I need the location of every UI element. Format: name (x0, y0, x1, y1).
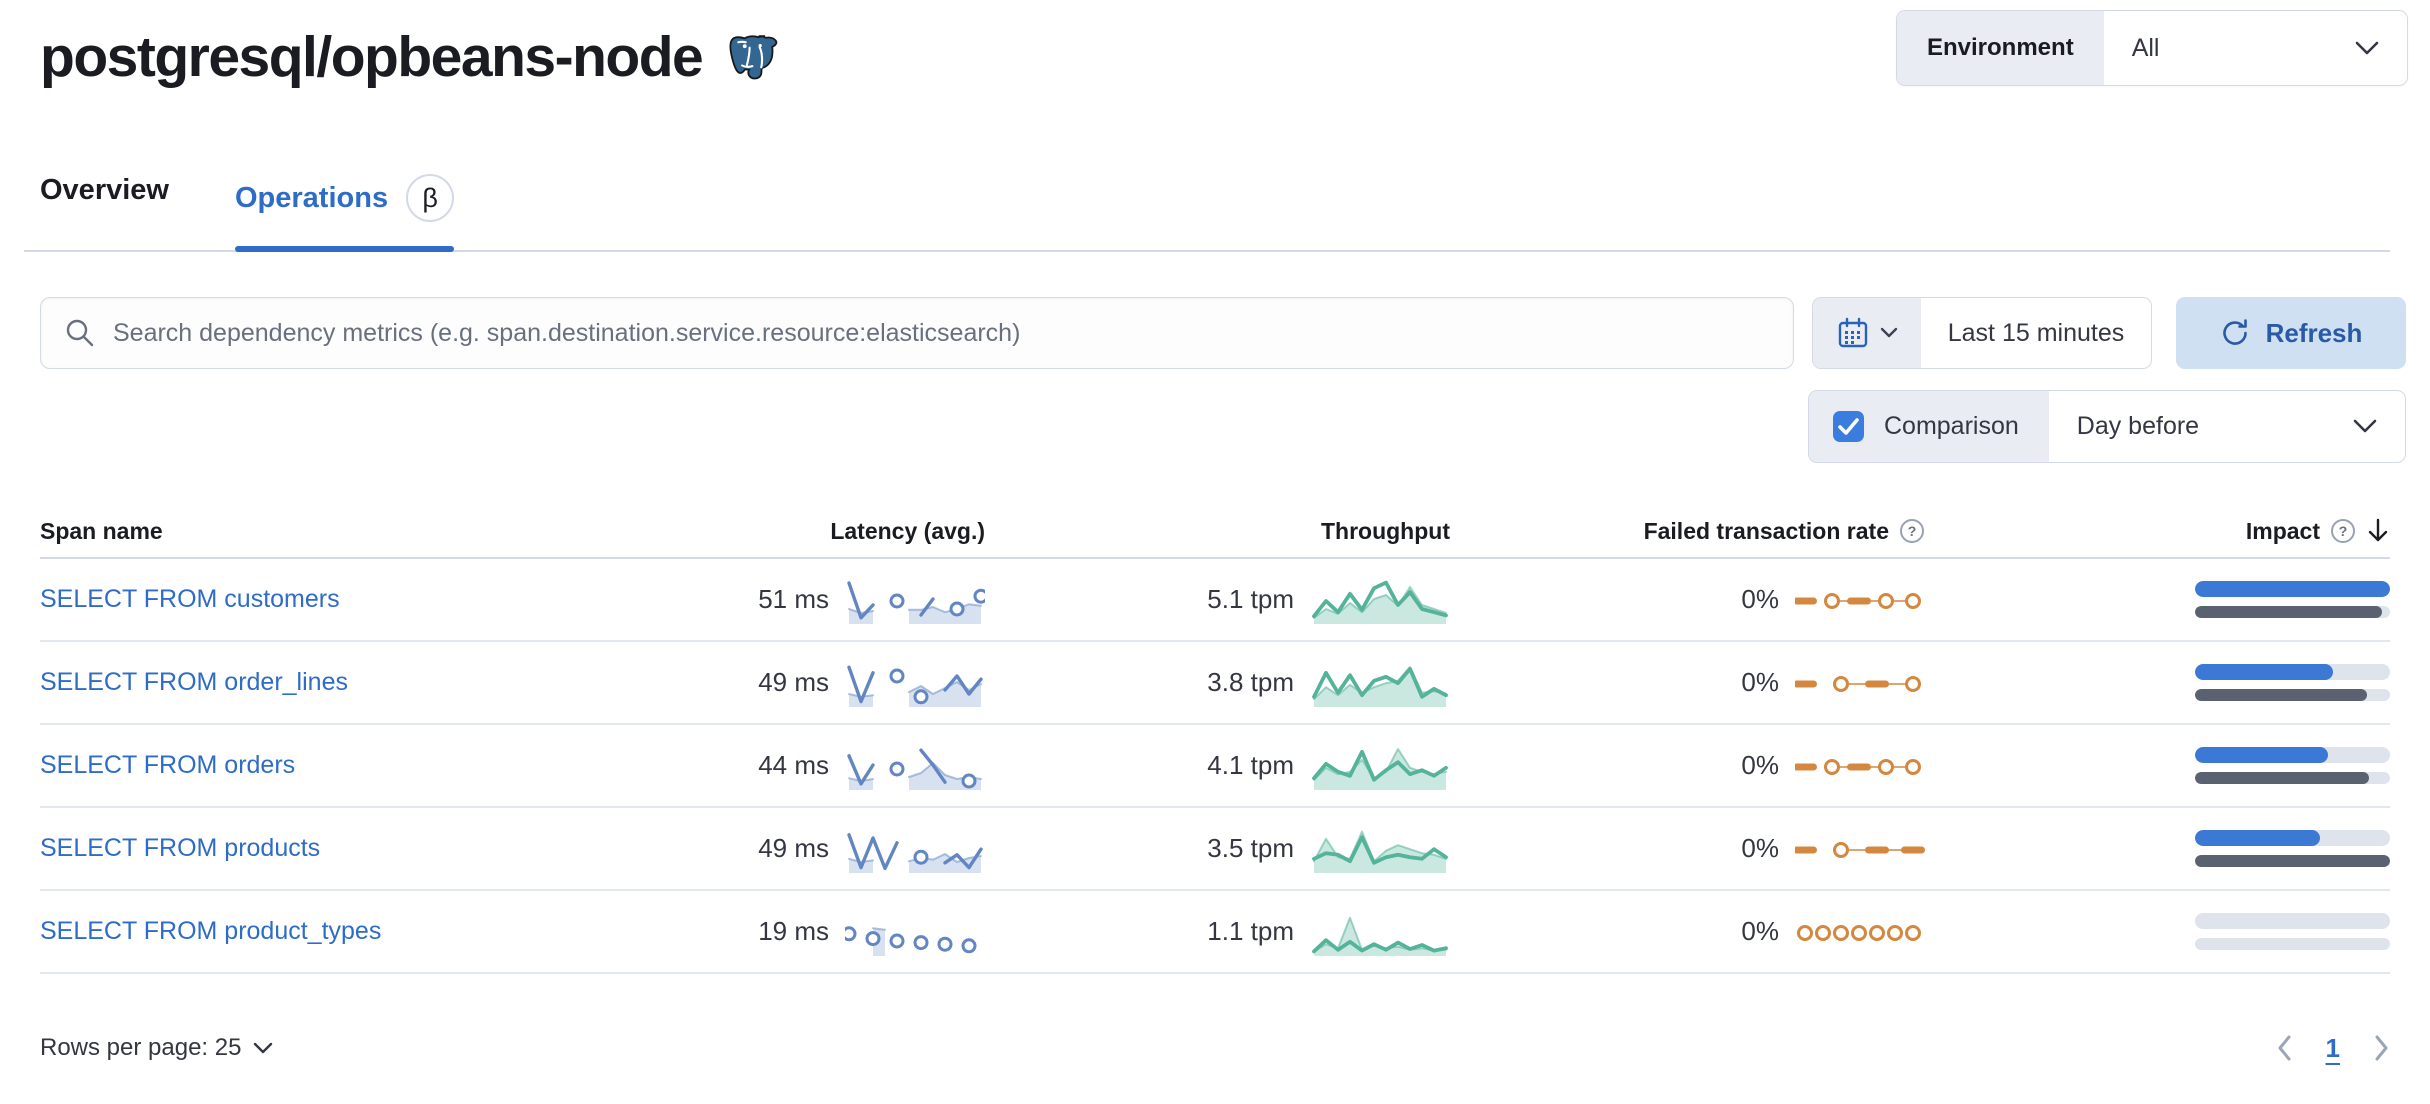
comparison-select[interactable]: Day before (2076, 412, 2200, 440)
search-icon (66, 319, 94, 347)
latency-sparkline (847, 747, 982, 790)
throughput-sparkline (1312, 580, 1448, 624)
throughput-sparkline (1312, 747, 1448, 790)
postgresql-logo-icon (729, 35, 778, 80)
tab-bar: Overview Operations β (24, 160, 2390, 252)
throughput-value: 1.1 tpm (1207, 916, 1294, 946)
impact-bars (1925, 664, 2390, 701)
throughput-value: 3.8 tpm (1207, 667, 1294, 697)
impact-bars (1925, 747, 2390, 784)
span-name-link[interactable]: SELECT FROM product_types (40, 917, 382, 945)
column-header-failed-rate: Failed transaction rate ? (1450, 518, 1925, 545)
impact-bars (1925, 913, 2390, 950)
failed-rate-value: 0% (1741, 667, 1779, 697)
latency-sparkline (847, 664, 983, 707)
table-row: SELECT FROM product_types 19 ms 1.1 tpm … (40, 891, 2390, 974)
failed-rate-value: 0% (1741, 750, 1779, 780)
column-header-span-name: Span name (40, 517, 163, 544)
comparison-row: Comparison Day before (40, 390, 2406, 463)
tab-operations-label: Operations (234, 181, 389, 214)
span-name-link[interactable]: SELECT FROM orders (40, 751, 296, 779)
throughput-sparkline (1312, 916, 1448, 956)
rows-per-page-button[interactable]: Rows per page: 25 (40, 1034, 273, 1062)
throughput-sparkline (1312, 830, 1448, 873)
quick-select-menu-button[interactable] (1813, 298, 1921, 368)
environment-filter[interactable]: Environment All (1896, 10, 2408, 86)
tab-overview-label: Overview (40, 174, 169, 206)
failed-rate-value: 0% (1741, 916, 1779, 946)
svg-text:?: ? (1908, 523, 1917, 539)
comparison-control: Comparison Day before (1808, 390, 2406, 463)
page-number-1[interactable]: 1 (2325, 1032, 2340, 1063)
beta-badge: β (406, 174, 455, 222)
latency-sparkline (847, 580, 985, 624)
failed-rate-value: 0% (1741, 584, 1779, 614)
impact-bars (1925, 830, 2390, 867)
table-row: SELECT FROM customers 51 ms 5.1 tpm 0% (40, 559, 2390, 642)
failed-rate-sparkline (1795, 758, 1921, 775)
sort-descending-icon (2368, 518, 2388, 542)
tab-overview[interactable]: Overview (40, 160, 169, 250)
tab-operations[interactable]: Operations β (234, 160, 455, 252)
svg-text:?: ? (2339, 523, 2348, 539)
pagination: 1 (2276, 1033, 2390, 1064)
table-footer: Rows per page: 25 1 (40, 1018, 2390, 1078)
refresh-icon (2222, 319, 2247, 345)
table-header-row: Span name Latency (avg.) Throughput Fail… (40, 505, 2390, 559)
check-icon (1838, 418, 1859, 435)
failed-rate-value: 0% (1741, 833, 1779, 863)
throughput-value: 5.1 tpm (1207, 584, 1294, 614)
environment-value: All (2131, 33, 2160, 62)
latency-sparkline (847, 832, 983, 873)
operations-table: Span name Latency (avg.) Throughput Fail… (40, 505, 2390, 974)
failed-rate-sparkline (1795, 841, 1925, 858)
span-name-link[interactable]: SELECT FROM order_lines (40, 668, 348, 696)
throughput-value: 3.5 tpm (1207, 833, 1294, 863)
page-title: postgresql/opbeans-node (40, 25, 704, 89)
failed-rate-sparkline (1797, 924, 1921, 941)
chevron-down-icon (1880, 327, 1898, 338)
failed-rate-sparkline (1795, 675, 1921, 692)
table-row: SELECT FROM order_lines 49 ms 3.8 tpm 0% (40, 642, 2390, 725)
search-bar (40, 297, 1794, 369)
page-header: postgresql/opbeans-node Environment All (0, 0, 2430, 126)
help-icon: ? (1900, 519, 1924, 543)
column-header-impact[interactable]: Impact ? (1925, 517, 2390, 545)
table-row: SELECT FROM orders 44 ms 4.1 tpm 0% (40, 725, 2390, 808)
refresh-label: Refresh (2265, 317, 2363, 348)
time-range-value[interactable]: Last 15 minutes (1947, 318, 2125, 347)
failed-rate-sparkline (1795, 592, 1921, 609)
chevron-down-icon (254, 1042, 273, 1053)
help-icon: ? (2331, 519, 2355, 543)
latency-value: 44 ms (758, 750, 829, 780)
table-row: SELECT FROM products 49 ms 3.5 tpm 0% (40, 808, 2390, 891)
span-name-link[interactable]: SELECT FROM products (40, 834, 321, 862)
column-header-latency: Latency (avg.) (830, 517, 985, 544)
previous-page-button[interactable] (2276, 1034, 2292, 1062)
latency-value: 49 ms (758, 667, 829, 697)
comparison-label: Comparison (1884, 412, 2019, 440)
rows-per-page-label: Rows per page: 25 (40, 1034, 242, 1061)
metrics-toolbar: Last 15 minutes Refresh (40, 297, 2406, 369)
chevron-down-icon (2355, 11, 2407, 85)
next-page-button[interactable] (2374, 1034, 2390, 1062)
span-name-link[interactable]: SELECT FROM customers (40, 585, 340, 613)
latency-value: 19 ms (758, 916, 829, 946)
comparison-checkbox[interactable] (1833, 411, 1864, 442)
search-input[interactable] (113, 318, 1769, 348)
impact-bars (1925, 581, 2390, 618)
column-header-throughput: Throughput (1320, 517, 1450, 544)
throughput-value: 4.1 tpm (1207, 750, 1294, 780)
throughput-sparkline (1312, 665, 1448, 707)
latency-sparkline (845, 925, 977, 956)
chevron-down-icon (2353, 391, 2405, 462)
calendar-icon (1838, 317, 1868, 348)
date-picker: Last 15 minutes (1812, 297, 2152, 369)
refresh-button[interactable]: Refresh (2176, 297, 2406, 369)
environment-label: Environment (1897, 11, 2104, 85)
latency-value: 49 ms (758, 833, 829, 863)
latency-value: 51 ms (758, 584, 829, 614)
